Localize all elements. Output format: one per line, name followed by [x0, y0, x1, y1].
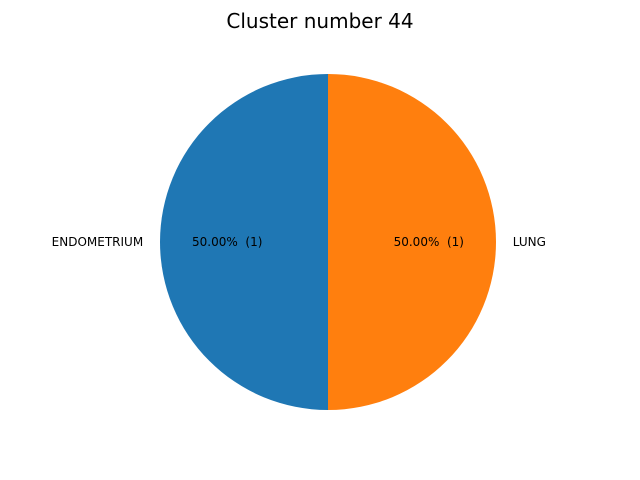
pie-percent-label: 50.00% (1) — [394, 235, 464, 249]
pie-slices — [160, 74, 496, 410]
pie-percent-label: 50.00% (1) — [192, 235, 262, 249]
pie-slice-endometrium — [160, 74, 328, 410]
pie-labels: 50.00% (1) ENDOMETRIUM 50.00% (1) LUNG — [52, 235, 546, 249]
pie-slice-lung — [328, 74, 496, 410]
pie-category-label: LUNG — [513, 235, 546, 249]
pie-category-label: ENDOMETRIUM — [52, 235, 144, 249]
chart-title: Cluster number 44 — [226, 9, 413, 33]
